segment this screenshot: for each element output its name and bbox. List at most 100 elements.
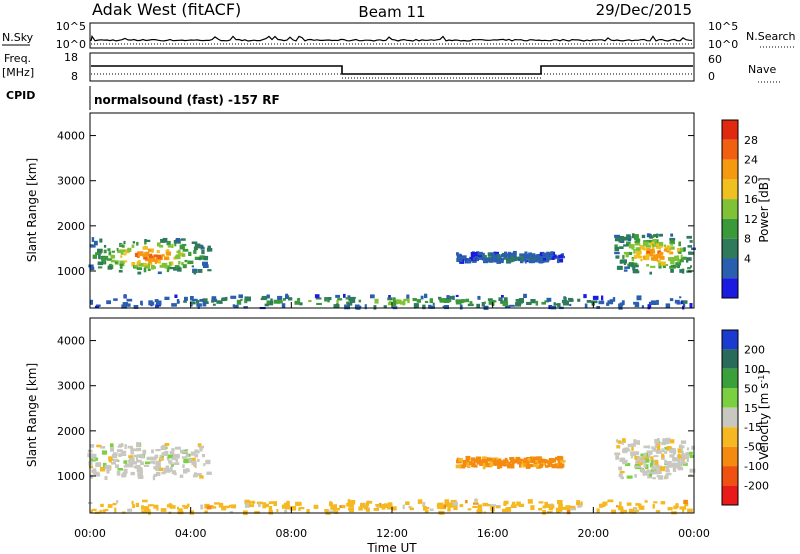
- echo-cell-3: [240, 298, 243, 301]
- echo-cell-2: [689, 240, 693, 243]
- echo-cell-0: [107, 248, 111, 252]
- colorbar-segment: [722, 446, 738, 467]
- echo-cell-3: [407, 298, 410, 304]
- echo-cell-0: [111, 250, 115, 253]
- echo-cell-1: [547, 464, 553, 467]
- echo-cell-2: [627, 238, 632, 242]
- colorbar-tick-label: 8: [744, 233, 751, 246]
- echo-cell-0: [136, 267, 142, 270]
- echo-cell-1: [504, 457, 508, 461]
- echo-cell-3: [184, 296, 188, 301]
- echo-cell-0: [123, 468, 128, 474]
- echo-cell-1: [543, 258, 546, 261]
- echo-cell-2: [651, 466, 656, 471]
- echo-cell-3: [607, 300, 614, 305]
- echo-cell-3: [221, 297, 226, 302]
- echo-cell-2: [679, 259, 684, 263]
- freq-label-unit: [MHz]: [2, 66, 34, 79]
- y-tick-label: 1000: [57, 470, 85, 483]
- echo-cell-3: [408, 505, 412, 509]
- echo-cell-0: [142, 253, 146, 257]
- echo-cell-0: [188, 459, 193, 463]
- echo-cell-3: [91, 508, 97, 511]
- echo-cell-0: [119, 266, 123, 269]
- echo-cell-2: [652, 243, 658, 247]
- echo-cell-0: [155, 463, 161, 469]
- echo-cell-2: [617, 440, 622, 444]
- echo-cell-2: [654, 444, 659, 448]
- echo-cell-0: [110, 254, 116, 259]
- echo-cell-0: [89, 474, 93, 479]
- echo-cell-2: [658, 265, 662, 269]
- echo-cell-2: [689, 455, 694, 458]
- echo-cell-2: [669, 239, 675, 245]
- echo-cell-1: [482, 464, 486, 470]
- echo-cell-1: [483, 260, 489, 264]
- echo-cell-0: [182, 464, 185, 469]
- echo-cell-0: [116, 247, 119, 251]
- echo-cell-2: [634, 240, 640, 244]
- echo-cell-3: [444, 502, 451, 508]
- echo-cell-0: [180, 449, 185, 454]
- echo-cell-1: [539, 256, 545, 260]
- echo-cell-1: [550, 257, 553, 260]
- echo-cell-0: [160, 239, 166, 243]
- echo-cell-1: [460, 255, 467, 260]
- echo-cell-2: [670, 268, 674, 273]
- echo-cell-3: [191, 298, 198, 301]
- echo-cell-3: [429, 508, 434, 511]
- echo-cell-3: [254, 511, 260, 514]
- echo-cell-2: [622, 438, 626, 443]
- echo-cell-3: [225, 505, 231, 509]
- echo-cell-2: [634, 234, 639, 239]
- echo-cell-0: [110, 447, 115, 452]
- echo-cell-3: [590, 301, 594, 304]
- echo-cell-1: [492, 461, 497, 465]
- echo-cell-2: [621, 259, 627, 264]
- echo-cell-0: [97, 261, 104, 266]
- colorbar-segment: [722, 427, 738, 447]
- echo-cell-2: [680, 440, 687, 444]
- echo-cell-0: [137, 454, 143, 458]
- echo-cell-1: [559, 460, 566, 463]
- echo-cell-2: [662, 264, 666, 269]
- echo-cell-0: [106, 258, 112, 261]
- echo-cell-3: [112, 502, 117, 506]
- echo-cell-3: [204, 301, 209, 304]
- echo-cell-3: [679, 296, 682, 299]
- echo-cell-2: [675, 262, 679, 266]
- echo-cell-3: [542, 505, 546, 509]
- echo-cell-0: [160, 457, 163, 460]
- echo-cell-0: [155, 449, 161, 452]
- echo-cell-0: [199, 475, 204, 479]
- echo-cell-3: [177, 506, 180, 510]
- echo-cell-2: [685, 456, 690, 460]
- echo-cell-3: [437, 502, 444, 507]
- echo-cell-3: [444, 499, 450, 505]
- echo-cell-0: [206, 248, 213, 252]
- echo-cell-3: [182, 504, 185, 508]
- echo-cell-1: [532, 464, 539, 468]
- echo-cell-3: [298, 507, 305, 510]
- echo-cell-2: [614, 237, 620, 242]
- echo-cell-3: [444, 305, 449, 310]
- echo-cell-2: [685, 451, 692, 457]
- echo-cell-3: [153, 504, 159, 509]
- echo-cell-3: [424, 293, 428, 299]
- echo-cell-0: [207, 245, 211, 250]
- echo-cell-3: [244, 503, 250, 508]
- colorbar-frame: [721, 119, 739, 299]
- echo-cell-3: [358, 506, 363, 511]
- colorbar-tick-label: 200: [744, 343, 765, 356]
- echo-cell-0: [143, 256, 148, 260]
- echo-cell-0: [118, 453, 122, 457]
- echo-cell-3: [635, 503, 640, 506]
- echo-cell-3: [495, 505, 500, 509]
- echo-cell-1: [459, 257, 463, 262]
- echo-cell-2: [653, 470, 658, 475]
- echo-cell-1: [524, 251, 528, 257]
- echo-cell-0: [97, 248, 103, 253]
- echo-cell-3: [414, 304, 417, 309]
- echo-cell-3: [648, 301, 653, 305]
- echo-cell-3: [684, 502, 689, 507]
